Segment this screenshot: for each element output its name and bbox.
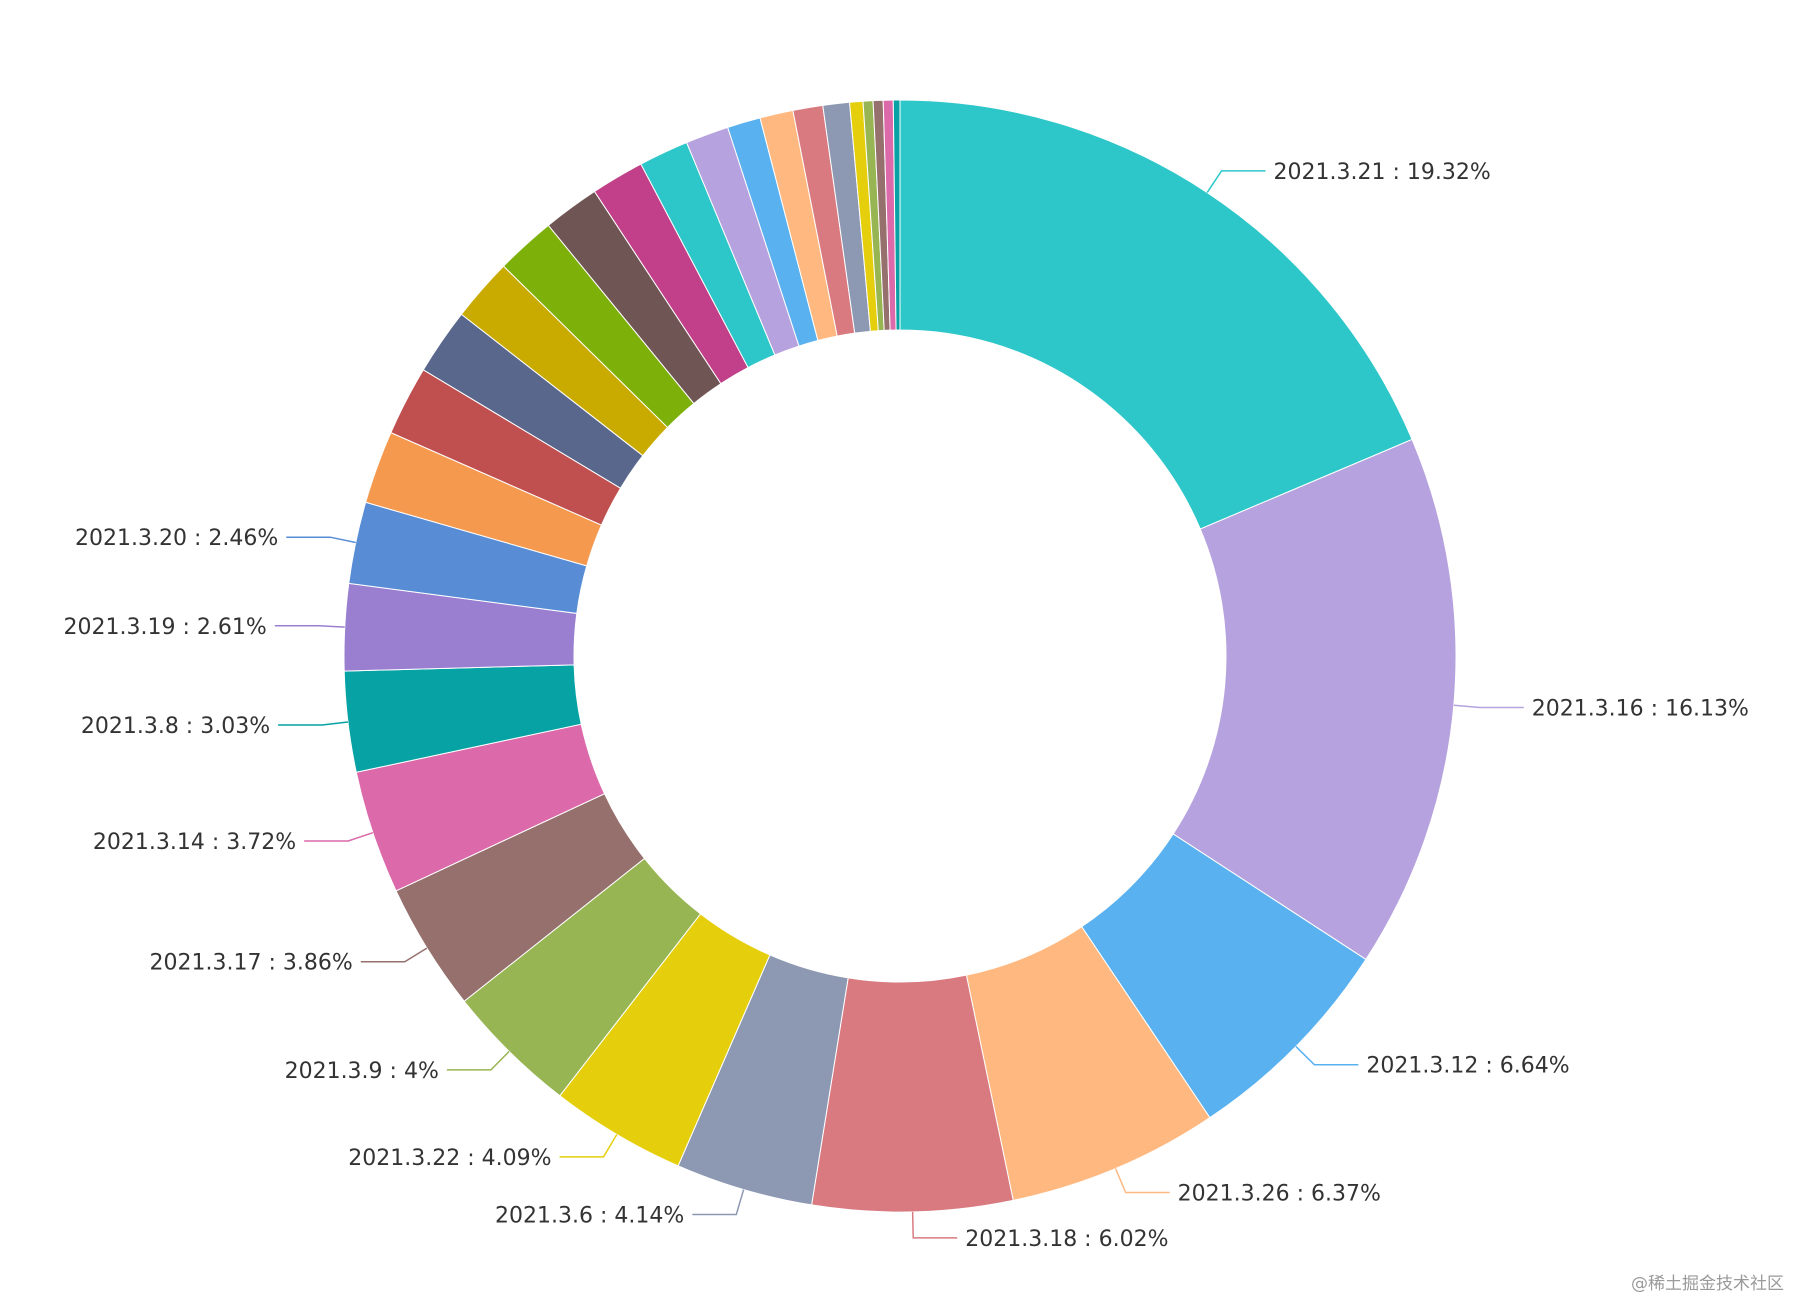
label-leader-line xyxy=(1206,170,1266,193)
slice-label: 2021.3.6 : 4.14% xyxy=(495,1204,684,1229)
label-leader-line xyxy=(286,536,356,544)
slice-label: 2021.3.22 : 4.09% xyxy=(348,1146,551,1171)
label-leader-line xyxy=(278,721,349,726)
label-leader-line xyxy=(304,831,374,842)
slice-label: 2021.3.12 : 6.64% xyxy=(1366,1054,1569,1079)
donut-slice[interactable] xyxy=(899,99,1413,530)
label-leader-line xyxy=(1114,1168,1170,1194)
label-leader-line xyxy=(446,1050,510,1071)
slice-label: 2021.3.21 : 19.32% xyxy=(1274,160,1491,185)
slice-label: 2021.3.19 : 2.61% xyxy=(64,615,267,640)
label-leader-line xyxy=(559,1134,618,1158)
slice-label: 2021.3.18 : 6.02% xyxy=(965,1227,1168,1252)
slice-label: 2021.3.9 : 4% xyxy=(285,1059,439,1084)
label-leader-line xyxy=(360,947,428,963)
slice-label: 2021.3.17 : 3.86% xyxy=(150,951,353,976)
labels-group: 2021.3.21 : 19.32% 2021.3.16 : 16.13% 2021… xyxy=(64,160,1749,1252)
label-leader-line xyxy=(692,1189,745,1216)
slice-label: 2021.3.26 : 6.37% xyxy=(1178,1181,1381,1206)
slices-group xyxy=(343,99,1457,1213)
slice-label: 2021.3.14 : 3.72% xyxy=(93,830,296,855)
label-leader-line xyxy=(911,1211,958,1239)
watermark: @稀土掘金技术社区 xyxy=(1631,1274,1784,1294)
slice-label: 2021.3.20 : 2.46% xyxy=(75,526,278,551)
label-leader-line xyxy=(274,625,345,628)
slice-label: 2021.3.16 : 16.13% xyxy=(1532,697,1749,722)
donut-slice[interactable] xyxy=(1172,438,1457,961)
label-leader-line xyxy=(1295,1045,1359,1066)
donut-slice[interactable] xyxy=(892,99,901,331)
slice-label: 2021.3.8 : 3.03% xyxy=(81,714,270,739)
label-leader-line xyxy=(1453,704,1524,709)
